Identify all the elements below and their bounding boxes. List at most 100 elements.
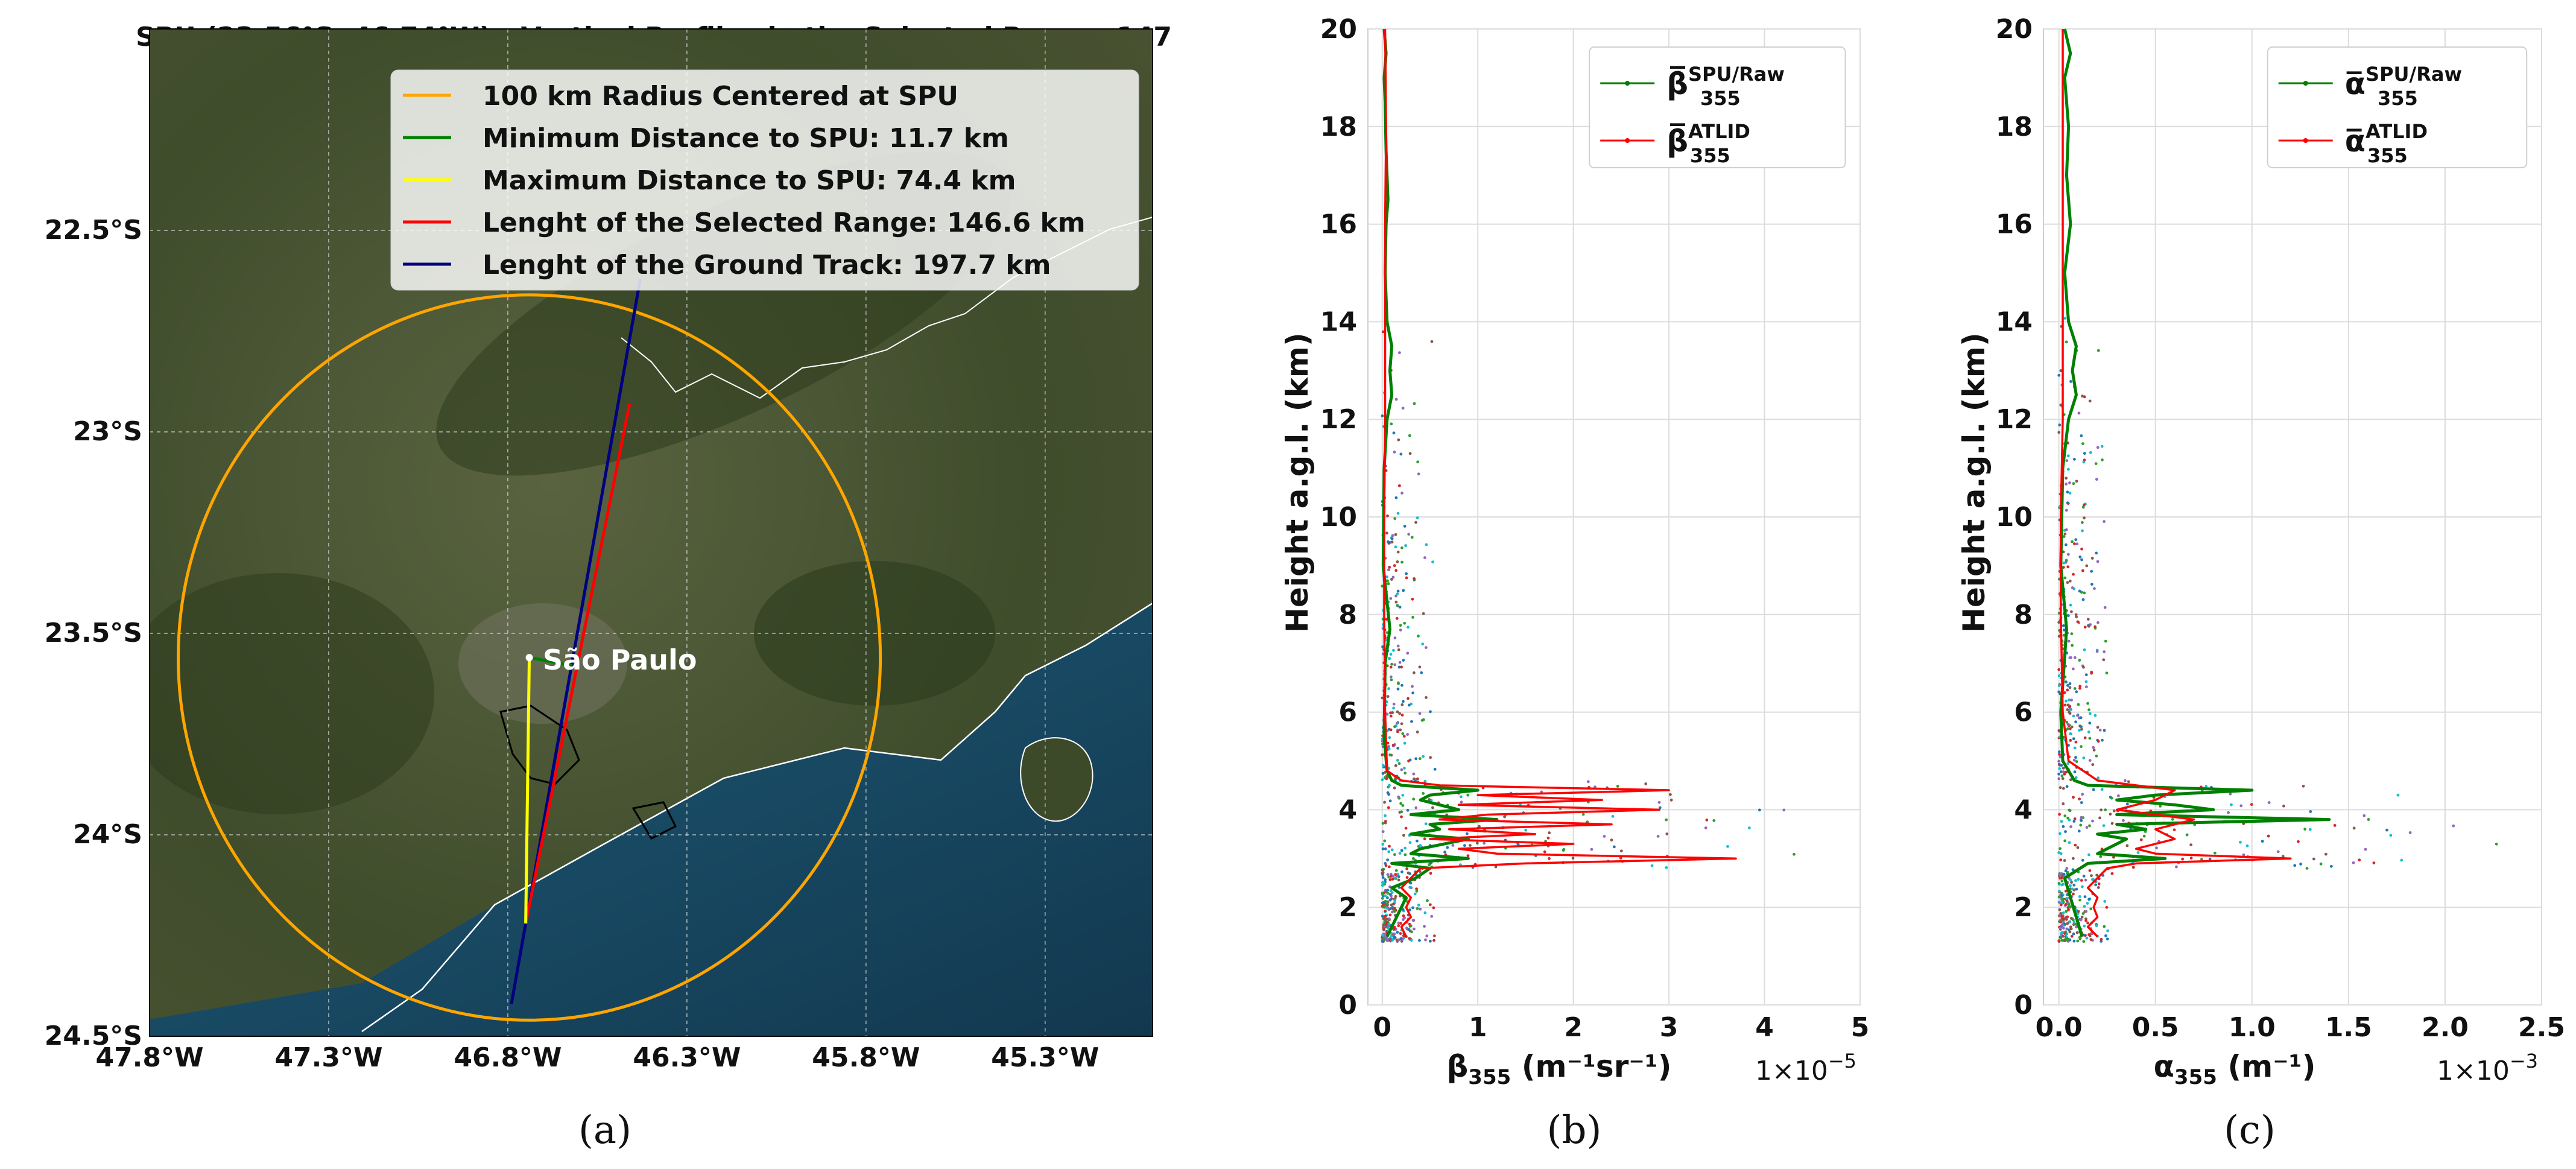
profile-point <box>2067 903 2071 907</box>
profile-point <box>2062 624 2065 627</box>
profile-point <box>1390 537 1394 540</box>
profile-point <box>2066 501 2069 505</box>
profile-point <box>2067 699 2071 702</box>
profile-point <box>1388 784 1391 787</box>
profile-point <box>2085 826 2089 829</box>
profile-point <box>1644 782 1648 785</box>
profile-point <box>1401 804 1405 807</box>
profile-point <box>2104 808 2107 812</box>
profile-point <box>2088 869 2092 872</box>
plot-c-xlabel: α355 (m⁻¹) <box>2154 1049 2316 1089</box>
profile-point <box>2061 923 2064 926</box>
profile-point <box>2060 914 2064 917</box>
profile-point <box>2072 482 2075 486</box>
profile-point <box>1430 340 1434 343</box>
profile-point <box>1475 841 1479 845</box>
profile-point <box>2059 920 2063 923</box>
profile-point <box>1400 683 1404 687</box>
profile-point <box>1429 756 1432 759</box>
profile-point <box>2181 857 2185 861</box>
profile-point <box>2173 828 2176 832</box>
profile-point <box>1410 939 1413 942</box>
profile-point <box>1416 516 1419 519</box>
y-tick-label: 16 <box>1996 209 2033 240</box>
profile-point <box>1423 779 1427 783</box>
profile-point <box>1388 938 1392 942</box>
profile-point <box>2085 936 2089 940</box>
profile-point <box>2065 699 2068 703</box>
profile-point <box>2078 729 2081 732</box>
profile-point <box>1391 875 1395 878</box>
y-tick-label: 8 <box>1338 600 1357 630</box>
profile-point <box>2242 853 2245 857</box>
profile-point <box>1385 920 1388 924</box>
x-tick-label: 2.5 <box>2518 1012 2565 1043</box>
profile-point <box>1398 712 1401 715</box>
profile-point <box>1392 928 1396 931</box>
profile-point <box>1383 839 1387 843</box>
profile-point <box>2061 777 2065 781</box>
map-lon-tick: 45.3°W <box>991 1042 1099 1073</box>
profile-point <box>2062 872 2066 876</box>
profile-point <box>2093 625 2097 629</box>
profile-point <box>2065 680 2068 683</box>
profile-point <box>1403 741 1407 745</box>
profile-point <box>1657 800 1661 804</box>
profile-point <box>2078 686 2081 690</box>
profile-point <box>1393 910 1396 913</box>
profile-point <box>2065 508 2068 512</box>
profile-point <box>2082 940 2086 943</box>
profile-point <box>2064 889 2068 893</box>
profile-point <box>1381 933 1384 937</box>
profile-point <box>2066 816 2069 820</box>
profile-point <box>2063 772 2066 776</box>
profile-point <box>2059 927 2062 930</box>
city-label: São Paulo <box>543 644 697 676</box>
map-lat-tick: 22.5°S <box>45 215 142 246</box>
map-lat-tick: 24.5°S <box>45 1021 142 1051</box>
profile-point <box>2063 814 2067 818</box>
profile-point <box>1402 914 1405 917</box>
profile-point <box>2090 569 2093 573</box>
profile-point <box>1712 819 1716 822</box>
y-tick-label: 12 <box>1996 404 2033 435</box>
profile-point <box>1408 925 1412 928</box>
profile-point <box>1446 846 1449 849</box>
profile-point <box>1394 398 1398 401</box>
profile-point <box>1429 872 1432 875</box>
profile-point <box>1404 544 1408 547</box>
profile-point <box>1397 351 1401 355</box>
profile-point <box>1426 899 1429 902</box>
legend-label: α̅ATLID 355 <box>2345 120 2428 167</box>
profile-point <box>1425 696 1428 699</box>
profile-point <box>1408 452 1412 455</box>
profile-point <box>1406 651 1410 655</box>
profile-point <box>1401 732 1405 735</box>
profile-point <box>2101 738 2104 742</box>
profile-point <box>2104 639 2107 643</box>
profile-point <box>2083 736 2087 740</box>
profile-point <box>2302 784 2305 788</box>
profile-point <box>2096 560 2100 563</box>
profile-point <box>2074 538 2078 542</box>
profile-point <box>1407 533 1411 536</box>
profile-point <box>2309 810 2312 813</box>
profile-point <box>2106 929 2110 933</box>
profile-point <box>1581 813 1585 816</box>
profile-point <box>2075 887 2078 891</box>
plot-c-legend: α̅SPU/Raw 355 α̅ATLID 355 <box>2267 46 2528 168</box>
profile-point <box>2059 770 2063 773</box>
profile-point <box>1466 854 1470 858</box>
profile-point <box>2385 828 2388 832</box>
profile-point <box>1419 844 1422 847</box>
profile-point <box>2097 740 2100 743</box>
profile-point <box>2084 919 2087 922</box>
profile-point <box>2303 828 2307 831</box>
profile-point <box>1389 665 1393 669</box>
profile-point <box>2057 851 2061 854</box>
profile-point <box>2125 802 2129 806</box>
profile-point <box>1413 577 1416 580</box>
profile-point <box>1389 875 1393 878</box>
profile-point <box>1665 866 1668 869</box>
